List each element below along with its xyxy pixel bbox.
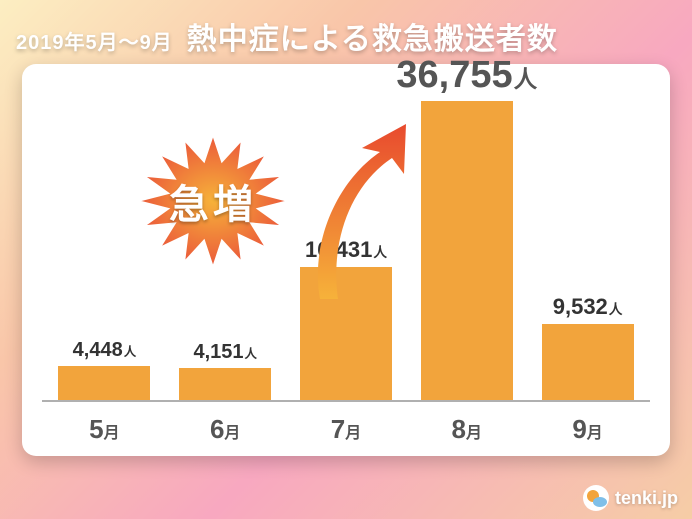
bar-col: 9,532人: [538, 294, 638, 402]
bar-rect: [421, 101, 513, 402]
bar-value-label: 9,532人: [553, 294, 623, 320]
surge-arrow: [302, 124, 422, 304]
x-labels: 5月 6月 7月 8月 9月: [22, 402, 670, 456]
header-period: 2019年5月～9月: [16, 26, 173, 55]
tenki-logo-icon: [583, 485, 609, 511]
x-label: 7月: [296, 414, 396, 445]
footer-brand: tenki.jp: [615, 488, 678, 509]
bar-value-label: 4,151人: [193, 341, 256, 364]
burst-text: 急増: [118, 116, 308, 286]
bar-rect: [179, 368, 271, 402]
footer: tenki.jp: [583, 485, 678, 511]
bar-col: 4,448人: [54, 339, 154, 402]
bar-col: 4,151人: [175, 341, 275, 402]
infographic-root: 2019年5月～9月 熱中症による救急搬送者数 4,448人4,151人16,4…: [0, 0, 692, 519]
bar-rect: [58, 366, 150, 402]
x-label: 5月: [54, 414, 154, 445]
x-label: 8月: [417, 414, 517, 445]
header: 2019年5月～9月 熱中症による救急搬送者数: [16, 0, 676, 58]
bar-value-label: 36,755人: [396, 54, 537, 97]
header-title: 熱中症による救急搬送者数: [187, 14, 558, 58]
chart-card: 4,448人4,151人16,431人36,755人9,532人 5月6月7月8…: [22, 64, 670, 456]
bar-rect: [542, 324, 634, 402]
x-label: 6月: [175, 414, 275, 445]
bar-col: 36,755人: [417, 54, 517, 402]
x-label: 9月: [538, 414, 638, 445]
burst-callout: 急増: [118, 116, 308, 286]
bar-value-label: 4,448人: [73, 339, 136, 362]
